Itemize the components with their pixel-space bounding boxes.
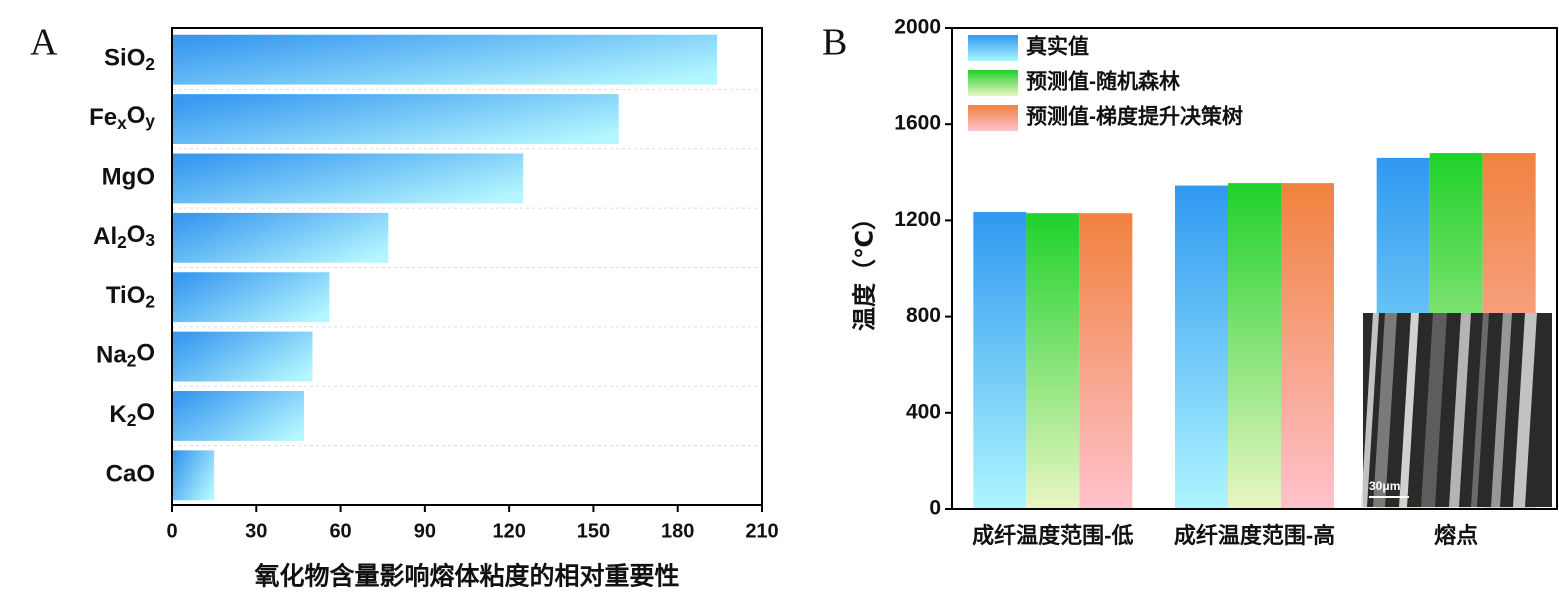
- x-tick-label: 熔点: [1434, 523, 1478, 548]
- y-tick-label: TiO2: [106, 283, 155, 311]
- y-tick-label: 800: [906, 304, 941, 327]
- bar: [1228, 183, 1281, 509]
- legend-label: 预测值-随机森林: [1026, 70, 1180, 94]
- y-tick-label: SiO2: [104, 45, 155, 73]
- x-tick-label: 30: [245, 520, 267, 542]
- legend-label: 真实值: [1026, 35, 1089, 59]
- inset-fiber: [1491, 313, 1512, 507]
- y-tick-label: 0: [929, 497, 941, 520]
- x-tick-label: 120: [492, 520, 525, 542]
- plot-frame: [171, 27, 763, 506]
- inset-fiber: [1471, 313, 1489, 507]
- x-tick-label: 210: [745, 520, 778, 542]
- panel-label: B: [822, 22, 847, 64]
- x-tick-label: 60: [329, 520, 351, 542]
- legend-swatch: [968, 70, 1018, 96]
- bar: [172, 331, 313, 382]
- x-tick-label: 成纤温度范围-低: [972, 523, 1133, 548]
- bar: [1079, 213, 1133, 509]
- legend-swatch: [968, 35, 1018, 61]
- y-tick-label: Al2O3: [93, 221, 155, 251]
- y-tick-label: 2000: [894, 16, 941, 39]
- bar: [172, 272, 330, 323]
- plot-frame: [951, 27, 1558, 510]
- y-tick-label: 1200: [894, 208, 941, 231]
- x-axis-label: 氧化物含量影响熔体粘度的相对重要性: [253, 562, 679, 591]
- inset-fiber: [1361, 313, 1379, 507]
- bar: [172, 153, 524, 204]
- bar: [1281, 183, 1334, 509]
- bar: [1175, 185, 1228, 509]
- x-tick-label: 90: [414, 520, 436, 542]
- inset-fiber: [1421, 313, 1447, 507]
- bar: [172, 94, 619, 144]
- legend-swatch: [968, 105, 1018, 131]
- y-tick-label: FexOy: [89, 102, 155, 132]
- inset-fiber: [1399, 313, 1419, 507]
- inset-fiber: [1449, 313, 1471, 507]
- bar: [1026, 213, 1080, 509]
- panel-label: A: [30, 22, 58, 64]
- x-tick-label: 成纤温度范围-高: [1174, 523, 1335, 548]
- bar: [172, 212, 389, 263]
- x-tick-label: 150: [577, 520, 610, 542]
- x-tick-label: 180: [661, 520, 694, 542]
- legend-label: 预测值-梯度提升决策树: [1026, 105, 1243, 129]
- y-tick-label: MgO: [102, 164, 155, 191]
- y-tick-label: CaO: [106, 461, 155, 488]
- bar: [172, 34, 718, 85]
- bar: [172, 450, 215, 501]
- inset-fiber: [1513, 313, 1537, 507]
- inset-label: 30μm: [1369, 479, 1400, 493]
- bar: [172, 391, 305, 441]
- y-tick-label: Na2O: [96, 340, 155, 370]
- y-tick-label: K2O: [109, 399, 155, 429]
- x-tick-label: 0: [166, 520, 177, 542]
- bar: [973, 211, 1027, 510]
- y-tick-label: 400: [906, 400, 941, 423]
- y-tick-label: 1600: [894, 112, 941, 135]
- y-axis-label: 温度（℃）: [850, 206, 878, 331]
- inset-fiber: [1373, 313, 1397, 507]
